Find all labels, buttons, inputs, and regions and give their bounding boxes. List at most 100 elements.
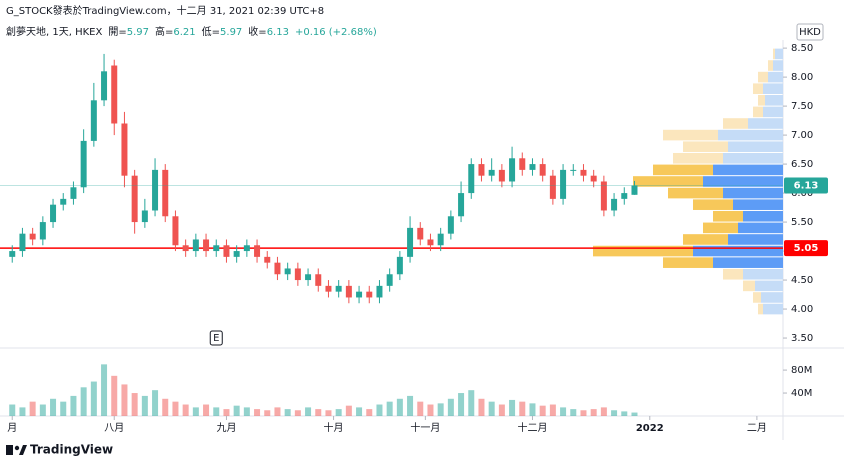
y-tick-label: 40M bbox=[791, 388, 812, 399]
candle-body bbox=[529, 164, 536, 170]
profile-up bbox=[775, 48, 783, 60]
price-label: 6.13 bbox=[794, 181, 819, 192]
candle-body bbox=[39, 222, 46, 240]
candle-body bbox=[325, 285, 332, 292]
profile-down bbox=[663, 257, 713, 268]
ohlc-value: 6.13 bbox=[267, 27, 289, 38]
volume-bar bbox=[478, 398, 485, 416]
candle-body bbox=[549, 175, 556, 199]
profile-down bbox=[668, 187, 723, 199]
profile-down bbox=[743, 280, 755, 292]
candle-body bbox=[182, 245, 189, 252]
volume-bar bbox=[611, 410, 618, 416]
candle-body bbox=[509, 158, 516, 182]
y-tick-label: 4.50 bbox=[791, 275, 813, 286]
candle-body bbox=[315, 274, 322, 286]
profile-down bbox=[723, 268, 743, 280]
candle-body bbox=[417, 227, 424, 240]
volume-bar bbox=[366, 409, 373, 416]
volume-bar bbox=[356, 407, 363, 416]
volume-bar bbox=[407, 395, 414, 416]
volume-bar bbox=[488, 401, 495, 416]
candle-body bbox=[611, 198, 618, 211]
candle-body bbox=[101, 71, 108, 101]
volume-bar bbox=[90, 381, 97, 416]
currency: HKD bbox=[799, 27, 821, 38]
profile-up bbox=[693, 245, 783, 257]
ohlc-value: 6.21 bbox=[173, 27, 195, 38]
profile-up bbox=[713, 257, 783, 268]
ohlc-label: 開= bbox=[108, 26, 126, 38]
profile-up bbox=[763, 106, 783, 118]
volume-bar bbox=[427, 404, 434, 416]
logo: TradingView bbox=[6, 443, 113, 457]
profile-up bbox=[743, 268, 783, 280]
candle-body bbox=[376, 285, 383, 298]
candle-body bbox=[233, 251, 240, 257]
candle-body bbox=[498, 169, 505, 182]
profile-up bbox=[733, 199, 783, 210]
profile-down bbox=[713, 210, 743, 222]
candle-body bbox=[478, 164, 485, 176]
candle-body bbox=[631, 185, 638, 195]
brand: TradingView bbox=[30, 443, 113, 457]
event-marker-label: E bbox=[213, 333, 219, 344]
candle-body bbox=[121, 123, 128, 176]
event-marker-box bbox=[209, 330, 223, 346]
profile-up bbox=[763, 303, 783, 315]
candle-body bbox=[294, 268, 301, 281]
y-tick-label: 4.00 bbox=[791, 304, 813, 315]
profile-up bbox=[718, 129, 783, 141]
symbol-info: 創夢天地, 1天, HKEX 開=5.97 高=6.21 低=5.97 收=6.13 +0… bbox=[6, 25, 377, 38]
volume-bar bbox=[498, 404, 505, 416]
profile-down bbox=[683, 141, 728, 152]
candle-body bbox=[356, 291, 363, 298]
profile-up bbox=[743, 210, 783, 222]
volume-bar bbox=[335, 409, 342, 416]
volume-bar bbox=[19, 407, 26, 416]
logo-shape bbox=[14, 445, 20, 451]
volume-bar bbox=[80, 387, 87, 416]
price-label-box bbox=[784, 240, 828, 257]
candle-body bbox=[274, 262, 281, 275]
candle-body bbox=[264, 256, 271, 263]
x-tick-label: 2022 bbox=[636, 423, 664, 434]
volume-bar bbox=[274, 407, 281, 416]
volume-bar bbox=[121, 384, 128, 416]
y-tick-label: 8.50 bbox=[791, 43, 813, 54]
volume-bar bbox=[182, 404, 189, 416]
profile-up bbox=[723, 187, 783, 199]
volume-bar bbox=[458, 393, 465, 416]
candle-body bbox=[427, 239, 434, 246]
x-tick-label: 十月 bbox=[324, 421, 344, 434]
ohlc-label: 收= bbox=[248, 25, 266, 38]
volume-bar bbox=[570, 409, 577, 416]
x-tick-label: 九月 bbox=[216, 422, 236, 434]
candle-body bbox=[80, 140, 87, 188]
candle-body bbox=[9, 251, 16, 257]
candle-body bbox=[407, 227, 414, 257]
volume-bar bbox=[560, 407, 567, 416]
candle-body bbox=[570, 169, 577, 171]
volume-bar bbox=[539, 405, 546, 416]
volume-bar bbox=[152, 390, 159, 416]
y-tick-label: 6.00 bbox=[791, 188, 813, 199]
volume-bar bbox=[631, 412, 638, 416]
candle-body bbox=[172, 216, 179, 246]
y-tick-label: 8.00 bbox=[791, 72, 813, 83]
candle-body bbox=[560, 169, 567, 199]
profile-up bbox=[761, 292, 783, 303]
profile-up bbox=[773, 60, 783, 71]
candle-body bbox=[29, 233, 36, 240]
profile-down bbox=[753, 83, 763, 95]
volume-bar bbox=[254, 409, 261, 416]
profile-up bbox=[728, 141, 783, 152]
volume-bar bbox=[284, 409, 291, 416]
ohlc-label: 低= bbox=[202, 25, 220, 38]
volume-bar bbox=[345, 405, 352, 416]
volume-bar bbox=[223, 409, 230, 416]
profile-down bbox=[703, 222, 738, 234]
profile-down bbox=[663, 129, 718, 141]
profile-down bbox=[758, 71, 768, 83]
volume-bar bbox=[39, 404, 46, 416]
